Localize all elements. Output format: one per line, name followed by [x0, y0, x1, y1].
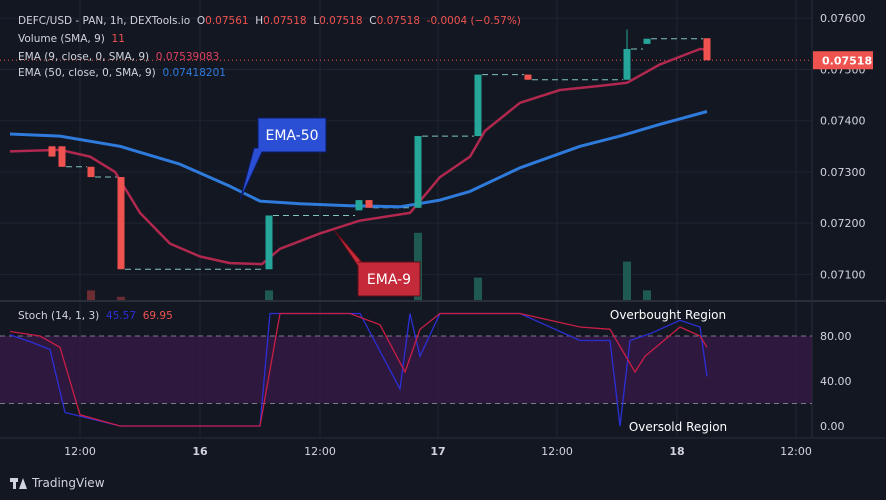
- close-value: 0.07518: [376, 15, 420, 27]
- current-price-tag: [813, 51, 873, 70]
- time-tick-label: 18: [669, 445, 684, 458]
- candle-body: [87, 166, 95, 178]
- ema9-legend[interactable]: EMA (9, close, 0, SMA, 9) 0.07539083: [18, 51, 220, 63]
- candle-body: [703, 38, 711, 61]
- overbought-label: Overbought Region: [610, 308, 726, 322]
- tradingview-brand[interactable]: TradingView: [10, 476, 105, 490]
- volume-bar: [643, 290, 651, 300]
- ema9-value: 0.07539083: [155, 51, 220, 63]
- ema9-line: [9, 47, 708, 266]
- candle-body: [58, 146, 66, 167]
- volume-bar: [87, 290, 95, 300]
- volume-legend[interactable]: Volume (SMA, 9) 11: [18, 33, 125, 45]
- high-value: 0.07518: [263, 15, 307, 27]
- price-tick-label: 0.07100: [820, 268, 866, 281]
- candle-body: [643, 38, 651, 44]
- change-value: -0.0004 (−0.57%): [426, 15, 521, 27]
- price-tick-label: 0.07300: [820, 166, 866, 179]
- stoch-d-line: [9, 312, 708, 427]
- ema50-callout-shape: [239, 117, 327, 201]
- ema9-callout-text: EMA-9: [367, 272, 411, 288]
- current-price-label: 0.07518: [822, 54, 872, 67]
- price-tick-label: 0.07400: [820, 115, 866, 128]
- ema50-callout-text: EMA-50: [265, 128, 318, 144]
- price-tick-label: 0.07200: [820, 217, 866, 230]
- stoch-k-line: [9, 312, 708, 427]
- brand-name: TradingView: [32, 476, 105, 490]
- candle-body: [524, 74, 532, 80]
- volume-bar: [623, 261, 631, 300]
- time-tick-label: 17: [430, 445, 445, 458]
- candle-body: [623, 48, 631, 80]
- candle-body: [355, 200, 363, 211]
- stoch-legend[interactable]: Stoch (14, 1, 3) 45.57 69.95: [18, 310, 173, 322]
- candle-body: [265, 215, 273, 270]
- time-tick-label: 16: [192, 445, 208, 458]
- symbol-label: DEFC/USD - PAN, 1h, DEXTools.io: [18, 15, 191, 27]
- ema9-callout-shape: [333, 229, 421, 297]
- oversold-label: Oversold Region: [629, 420, 727, 434]
- stoch-d-value: 69.95: [142, 310, 173, 322]
- stoch-tick-label: 0.00: [820, 420, 845, 433]
- volume-value: 11: [111, 33, 125, 45]
- stoch-tick-label: 40.00: [820, 375, 852, 388]
- time-tick-label: 12:00: [541, 445, 573, 458]
- ema50-legend[interactable]: EMA (50, close, 0, SMA, 9) 0.07418201: [18, 67, 226, 79]
- volume-bar: [265, 290, 273, 300]
- ema50-value: 0.07418201: [162, 67, 226, 79]
- candle-body: [365, 200, 373, 208]
- candle-body: [414, 136, 422, 208]
- stoch-tick-label: 80.00: [820, 330, 852, 343]
- open-value: 0.07561: [205, 15, 249, 27]
- stoch-k-value: 45.57: [105, 310, 136, 322]
- ohlc-legend: DEFC/USD - PAN, 1h, DEXTools.io O0.07561…: [18, 15, 521, 27]
- low-value: 0.07518: [319, 15, 363, 27]
- candle-body: [474, 74, 482, 137]
- tradingview-logo-icon: [10, 477, 27, 489]
- time-tick-label: 12:00: [304, 445, 336, 458]
- ema50-line: [9, 110, 708, 209]
- volume-bar: [474, 277, 482, 300]
- price-tick-label: 0.07600: [820, 12, 866, 25]
- candle-body: [117, 177, 125, 270]
- time-tick-label: 12:00: [64, 445, 96, 458]
- candle-body: [48, 146, 56, 157]
- time-tick-label: 12:00: [780, 445, 812, 458]
- volume-bar: [117, 296, 125, 300]
